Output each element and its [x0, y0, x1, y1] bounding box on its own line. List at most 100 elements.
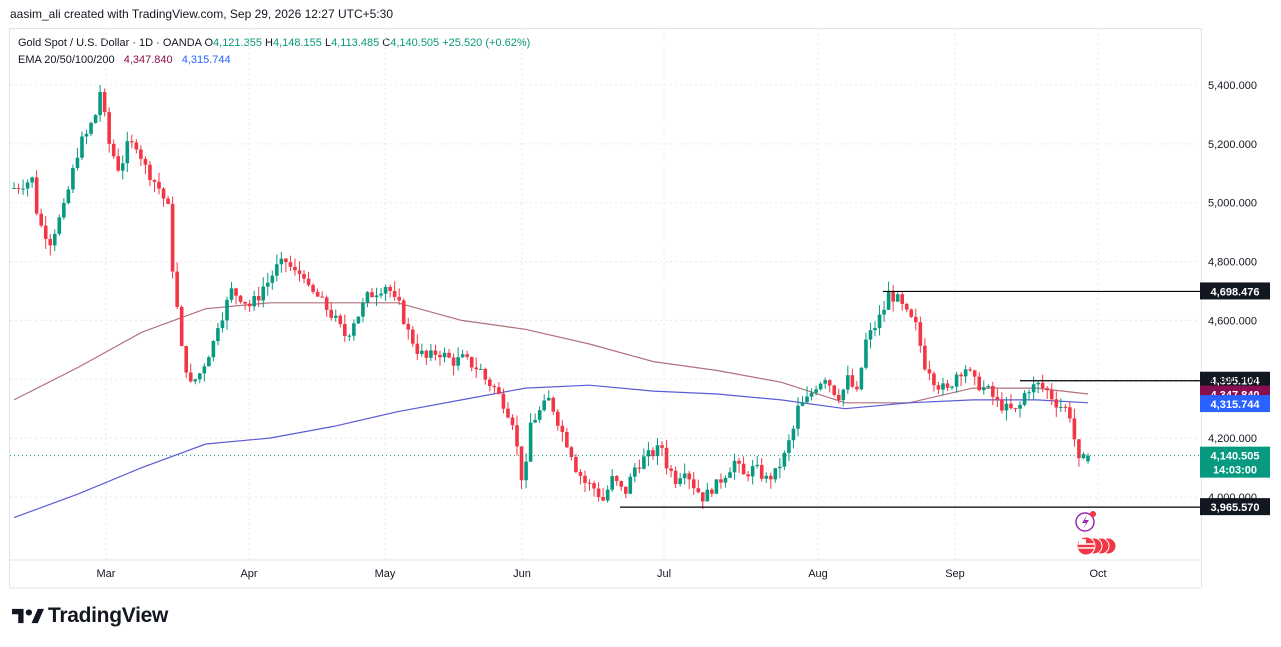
price-tick-label: 4,200.000 — [1208, 433, 1257, 445]
candle-body — [873, 328, 877, 331]
candle-body — [791, 428, 796, 441]
candle-body — [900, 294, 905, 304]
candle-body — [356, 316, 361, 324]
candle-body — [243, 301, 247, 304]
candle-body — [782, 452, 787, 467]
candle-body — [773, 468, 778, 480]
candle-body — [841, 389, 846, 401]
candle-body — [62, 203, 66, 218]
candle-body — [111, 143, 116, 157]
candle-body — [102, 92, 107, 113]
candle-body — [850, 375, 855, 387]
candle-body — [311, 285, 315, 292]
candle-body — [12, 188, 16, 189]
candle-body — [161, 188, 166, 199]
candle-body — [991, 386, 995, 397]
candle-body — [120, 163, 125, 171]
candle-body — [116, 156, 121, 171]
candle-body — [909, 309, 914, 317]
candle-body — [347, 335, 352, 337]
axis-price-tag-label: 4,315.744 — [1211, 399, 1261, 411]
candle-body — [424, 350, 429, 358]
candle-body — [474, 367, 479, 370]
candle-body — [488, 379, 492, 387]
ema-label[interactable]: EMA 20/50/100/200 — [18, 54, 115, 66]
candle-body — [565, 431, 569, 448]
candle-body — [827, 380, 832, 386]
candle-body — [941, 383, 945, 390]
price-tick-label: 5,000.000 — [1208, 198, 1257, 210]
candle-body — [664, 447, 669, 469]
candle-body — [660, 445, 664, 448]
candle-body — [125, 141, 130, 164]
candle-body — [959, 374, 963, 377]
candle-body — [1077, 439, 1081, 459]
symbol-label[interactable]: Gold Spot / U.S. Dollar · 1D · OANDA — [18, 37, 202, 49]
candle-body — [1036, 382, 1040, 385]
tradingview-logo[interactable]: TradingView — [12, 604, 168, 628]
candle-body — [451, 357, 456, 366]
candle-body — [601, 497, 605, 501]
candle-body — [642, 456, 646, 469]
candle-body — [968, 369, 972, 371]
price-axis: 4,000.000 4,200.000 4,400.000 4,600.000 4,80… — [1208, 80, 1257, 504]
candle-body — [1009, 403, 1013, 409]
candle-body — [483, 368, 488, 380]
candle-body — [438, 354, 442, 358]
candle-body — [134, 142, 139, 150]
candle-body — [383, 286, 388, 294]
time-tick-label: Mar — [97, 568, 116, 580]
candle-body — [528, 422, 533, 462]
candle-body — [1000, 399, 1004, 411]
candle-body — [406, 323, 411, 330]
candle-body — [705, 489, 710, 502]
candle-body — [338, 315, 343, 324]
candle-body — [89, 122, 93, 134]
candle-body — [637, 467, 642, 469]
price-tick-label: 4,400.000 — [1208, 374, 1257, 386]
candle-body — [524, 461, 528, 481]
candle-body — [379, 293, 383, 296]
candle-body — [197, 373, 202, 380]
candle-body — [320, 296, 324, 298]
candle-body — [1063, 406, 1068, 408]
candle-body — [519, 446, 524, 481]
candle-body — [846, 375, 850, 390]
candle-body — [895, 294, 900, 302]
candle-body — [936, 385, 941, 390]
candle-body — [75, 157, 80, 168]
candle-body — [460, 354, 465, 358]
chart-pane[interactable] — [9, 28, 1202, 588]
candle-body — [442, 352, 447, 358]
candle-body — [261, 286, 266, 301]
candle-body — [651, 450, 655, 457]
candle-body — [986, 386, 991, 388]
candle-body — [306, 278, 311, 286]
lightning-event-icon[interactable] — [1075, 511, 1096, 532]
candle-body — [179, 306, 184, 347]
candle-body — [433, 350, 438, 355]
us-economic-events-icon[interactable] — [1076, 536, 1117, 556]
candle-body — [71, 167, 75, 190]
candle-body — [130, 141, 134, 143]
candle-body — [710, 489, 714, 494]
countdown-label: 14:03:00 — [1213, 465, 1257, 477]
axis-price-tag — [1200, 395, 1270, 413]
candle-body — [315, 291, 320, 297]
ema-line — [13, 384, 1089, 519]
candle-body — [814, 389, 818, 393]
candle-body — [1081, 454, 1086, 459]
candle-body — [279, 258, 284, 265]
candle-body — [34, 177, 39, 214]
candle-body — [800, 402, 805, 406]
candle-body — [932, 373, 936, 386]
candle-body — [324, 297, 329, 310]
candle-body — [284, 258, 288, 263]
candle-body — [415, 343, 420, 354]
candle-body — [1045, 388, 1050, 391]
candle-body — [1059, 406, 1063, 408]
candle-body — [1004, 403, 1009, 411]
candle-body — [714, 479, 719, 494]
candle-body — [1068, 407, 1072, 419]
